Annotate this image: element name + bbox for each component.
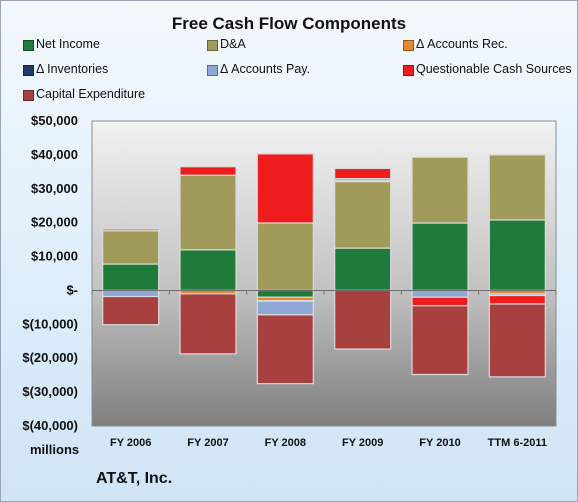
legend-label: Δ Inventories xyxy=(36,62,109,76)
legend-label: Capital Expenditure xyxy=(36,87,146,101)
legend-label: Δ Accounts Pay. xyxy=(220,62,311,76)
legend-swatch xyxy=(207,65,218,76)
bar-segment xyxy=(334,247,392,292)
bar-segment xyxy=(256,289,314,298)
bar-segment xyxy=(179,293,237,355)
bar-segment xyxy=(179,166,237,176)
bar-segment xyxy=(334,289,392,350)
y-tick-label: $50,000 xyxy=(31,113,78,128)
bar-segment xyxy=(102,228,160,232)
bar-segment xyxy=(411,296,469,307)
y-tick-label: $(20,000) xyxy=(22,350,78,365)
bar-segment xyxy=(102,295,160,326)
y-tick-label: $(40,000) xyxy=(22,418,78,433)
bar-segment xyxy=(488,219,546,292)
bar-segment xyxy=(488,294,546,305)
bar-segment xyxy=(411,305,469,376)
bar-segment xyxy=(102,289,160,298)
bar-segment xyxy=(102,263,160,292)
y-tick-label: $- xyxy=(66,282,78,297)
legend-swatch xyxy=(207,40,218,51)
x-tick-label: TTM 6-2011 xyxy=(488,437,547,449)
bar-segment xyxy=(411,289,469,298)
bar-segment xyxy=(179,249,237,292)
bar-segment xyxy=(411,156,469,224)
bar-segment xyxy=(179,174,237,251)
bar-segment xyxy=(334,180,392,249)
legend-label: Net Income xyxy=(36,37,100,51)
legend-swatch xyxy=(403,40,414,51)
y-tick-label: $40,000 xyxy=(31,147,78,162)
y-tick-label: $30,000 xyxy=(31,181,78,196)
bar-segment xyxy=(334,167,392,180)
company-name: AT&T, Inc. xyxy=(96,470,173,487)
chart-title: Free Cash Flow Components xyxy=(171,14,407,33)
units-label: millions xyxy=(30,442,80,457)
bar-segment xyxy=(256,153,314,224)
bar-segment xyxy=(488,303,546,378)
y-tick-label: $20,000 xyxy=(31,215,78,230)
legend-label: Questionable Cash Sources xyxy=(416,62,572,76)
legend-swatch xyxy=(23,90,34,101)
plot-area xyxy=(91,120,557,427)
legend-label: Δ Accounts Rec. xyxy=(416,37,508,51)
x-tick-label: FY 2009 xyxy=(342,437,383,449)
bar-segment xyxy=(256,222,314,292)
bar-segment xyxy=(411,222,469,292)
bar-segment xyxy=(256,314,314,385)
legend-swatch xyxy=(403,65,414,76)
bar-segment xyxy=(256,300,314,316)
x-tick-label: FY 2010 xyxy=(419,437,460,449)
x-tick-label: FY 2008 xyxy=(265,437,306,449)
bar-segment xyxy=(102,230,160,265)
legend-swatch xyxy=(23,40,34,51)
y-tick-label: $(30,000) xyxy=(22,384,78,399)
x-tick-label: FY 2006 xyxy=(110,437,151,449)
bar-segment xyxy=(488,154,546,221)
x-tick-label: FY 2007 xyxy=(187,437,228,449)
legend-swatch xyxy=(23,65,34,76)
y-tick-label: $10,000 xyxy=(31,249,78,264)
y-tick-label: $(10,000) xyxy=(22,316,78,331)
legend-label: D&A xyxy=(220,37,246,51)
